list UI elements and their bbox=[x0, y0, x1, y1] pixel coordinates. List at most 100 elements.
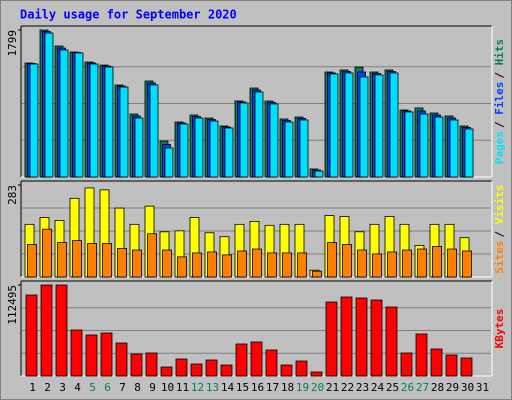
bar bbox=[460, 357, 473, 377]
bar bbox=[59, 49, 69, 178]
bar bbox=[42, 228, 52, 278]
bar bbox=[177, 256, 187, 278]
bar bbox=[130, 353, 143, 377]
x-tick-label: 14 bbox=[221, 381, 235, 394]
bar bbox=[160, 366, 173, 377]
bar bbox=[269, 103, 279, 178]
bar bbox=[387, 251, 397, 278]
x-tick-label: 18 bbox=[281, 381, 294, 394]
bar bbox=[389, 72, 399, 178]
bar bbox=[417, 248, 427, 278]
bar bbox=[87, 243, 97, 278]
bar bbox=[297, 252, 307, 278]
bar bbox=[224, 127, 234, 178]
bar bbox=[44, 32, 54, 178]
x-tick-label: 29 bbox=[446, 381, 459, 394]
bar bbox=[370, 299, 383, 377]
y-tick-label: 112495 bbox=[6, 285, 19, 325]
x-tick-label: 25 bbox=[386, 381, 399, 394]
bar bbox=[29, 63, 39, 178]
bar bbox=[250, 341, 263, 377]
bar bbox=[404, 111, 414, 178]
x-tick-label: 8 bbox=[134, 381, 141, 394]
bar bbox=[430, 348, 443, 377]
x-tick-label: 24 bbox=[371, 381, 385, 394]
bar bbox=[25, 294, 38, 377]
x-tick-label: 17 bbox=[266, 381, 279, 394]
bar bbox=[447, 248, 457, 278]
x-tick-label: 9 bbox=[149, 381, 156, 394]
x-tick-label: 2 bbox=[44, 381, 51, 394]
x-tick-label: 30 bbox=[461, 381, 474, 394]
bar bbox=[282, 252, 292, 278]
bar bbox=[385, 306, 398, 377]
bar bbox=[445, 354, 458, 377]
legend-entry: Hits bbox=[493, 39, 506, 66]
bar bbox=[254, 91, 264, 178]
bar bbox=[237, 250, 247, 278]
bar bbox=[265, 349, 278, 377]
legend-separator: / bbox=[493, 230, 506, 237]
bar bbox=[207, 251, 217, 278]
x-tick-label: 3 bbox=[59, 381, 66, 394]
x-tick-label: 22 bbox=[341, 381, 354, 394]
bar bbox=[179, 123, 189, 178]
bar bbox=[134, 117, 144, 178]
legend-entry: Sites bbox=[493, 240, 506, 273]
bar bbox=[355, 297, 368, 377]
x-tick-label: 5 bbox=[89, 381, 96, 394]
bar bbox=[402, 249, 412, 278]
bar bbox=[162, 249, 172, 278]
x-tick-label: 15 bbox=[236, 381, 249, 394]
x-tick-label: 7 bbox=[119, 381, 126, 394]
bar bbox=[222, 254, 232, 278]
legend-entry: KBytes bbox=[493, 309, 506, 349]
x-tick-label: 28 bbox=[431, 381, 444, 394]
chart-title: Daily usage for September 2020 bbox=[20, 8, 237, 22]
bar bbox=[145, 352, 158, 377]
x-tick-label: 16 bbox=[251, 381, 264, 394]
bar bbox=[89, 63, 99, 178]
bar bbox=[310, 371, 323, 377]
x-tick-label: 10 bbox=[161, 381, 174, 394]
bar bbox=[374, 74, 384, 178]
x-tick-label: 21 bbox=[326, 381, 339, 394]
bar bbox=[400, 352, 413, 377]
bar bbox=[57, 242, 67, 278]
legend-entry: Files bbox=[493, 82, 506, 115]
bar bbox=[419, 113, 429, 178]
legend-separator: / bbox=[493, 121, 506, 128]
bar bbox=[464, 128, 474, 178]
bar bbox=[27, 244, 37, 278]
bar bbox=[252, 248, 262, 278]
y-tick-label: 1799 bbox=[6, 30, 19, 57]
x-tick-label: 11 bbox=[176, 381, 189, 394]
bar bbox=[312, 270, 322, 278]
bar bbox=[220, 364, 233, 377]
legend: Pages / Files / Hits bbox=[493, 39, 506, 164]
x-tick-label: 12 bbox=[191, 381, 204, 394]
bar bbox=[190, 363, 203, 377]
bar bbox=[267, 252, 277, 278]
bar bbox=[117, 247, 127, 278]
bar bbox=[372, 253, 382, 278]
x-tick-label: 19 bbox=[296, 381, 309, 394]
bar bbox=[327, 242, 337, 278]
bar bbox=[102, 243, 112, 278]
y-tick-label: 283 bbox=[6, 185, 19, 205]
bar bbox=[192, 252, 202, 278]
bar bbox=[100, 332, 113, 377]
x-tick-label: 6 bbox=[104, 381, 111, 394]
bar bbox=[74, 52, 84, 178]
bar bbox=[462, 250, 472, 278]
bar bbox=[415, 333, 428, 377]
x-tick-label: 26 bbox=[401, 381, 414, 394]
x-tick-label: 31 bbox=[476, 381, 489, 394]
bar bbox=[85, 334, 98, 377]
bar bbox=[295, 360, 308, 377]
bar bbox=[284, 121, 294, 178]
bar bbox=[357, 249, 367, 278]
bar bbox=[70, 329, 83, 377]
x-tick-label: 4 bbox=[74, 381, 81, 394]
